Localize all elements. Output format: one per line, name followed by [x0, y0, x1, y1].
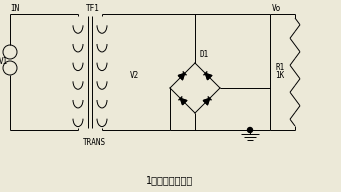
Text: Vo: Vo: [272, 4, 281, 13]
Text: V1: V1: [0, 57, 8, 66]
Text: R1: R1: [275, 64, 284, 73]
Text: 1、桥式整流电路: 1、桥式整流电路: [146, 175, 194, 185]
Circle shape: [248, 127, 252, 132]
Polygon shape: [178, 73, 184, 80]
Text: 1K: 1K: [275, 71, 284, 80]
Text: TF1: TF1: [86, 4, 100, 13]
Text: V2: V2: [130, 70, 139, 79]
Text: D1: D1: [200, 50, 209, 59]
Polygon shape: [203, 98, 210, 105]
Text: TRANS: TRANS: [83, 138, 106, 147]
Polygon shape: [180, 98, 187, 105]
Text: IN: IN: [10, 4, 19, 13]
Polygon shape: [205, 73, 212, 80]
